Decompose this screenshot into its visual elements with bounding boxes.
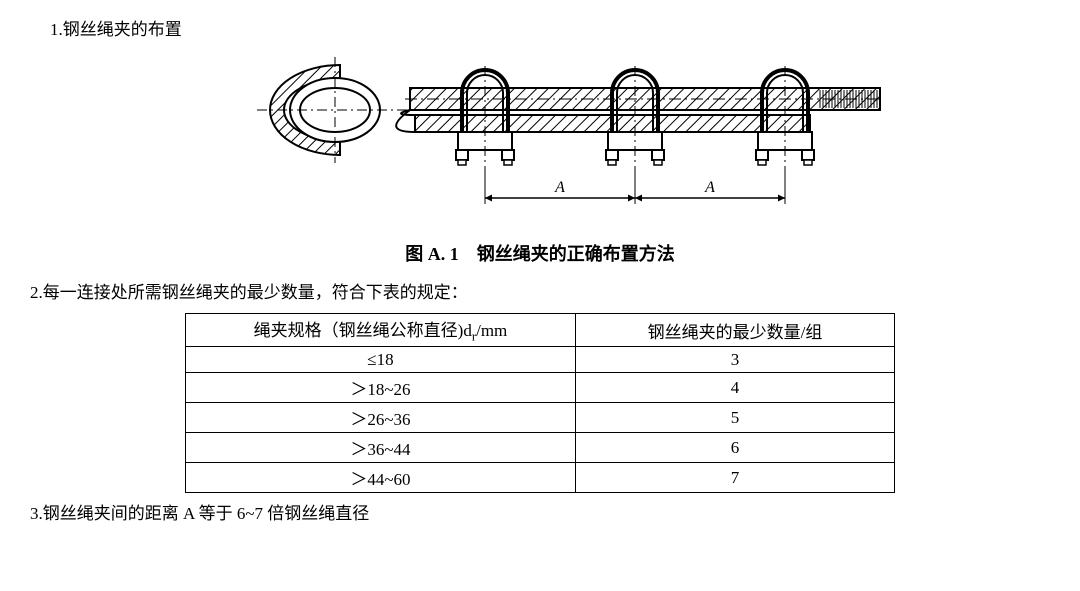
cell-qty: 7: [575, 463, 894, 493]
cell-spec: ＞44~60: [186, 463, 576, 493]
section-2-heading: 2.每一连接处所需钢丝绳夹的最少数量，符合下表的规定：: [30, 278, 1050, 303]
cell-qty: 3: [575, 347, 894, 373]
cell-spec: ≤18: [186, 347, 576, 373]
cell-spec: ＞18~26: [186, 373, 576, 403]
table-header-qty: 钢丝绳夹的最少数量/组: [575, 314, 894, 347]
cell-spec: ＞26~36: [186, 403, 576, 433]
section-3-heading: 3.钢丝绳夹间的距离 A 等于 6~7 倍钢丝绳直径: [30, 499, 1050, 524]
cell-spec: ＞36~44: [186, 433, 576, 463]
clip-quantity-table: 绳夹规格（钢丝绳公称直径)dr/mm 钢丝绳夹的最少数量/组 ≤183＞18~2…: [185, 313, 895, 493]
cell-qty: 5: [575, 403, 894, 433]
cell-qty: 4: [575, 373, 894, 403]
table-header-row: 绳夹规格（钢丝绳公称直径)dr/mm 钢丝绳夹的最少数量/组: [186, 314, 895, 347]
wire-rope-clip-diagram: AA: [190, 50, 890, 230]
section-1-heading: 1.钢丝绳夹的布置: [50, 15, 1050, 40]
table-row: ＞18~264: [186, 373, 895, 403]
dimension-label: A: [704, 179, 715, 196]
figure-caption: 图 A. 1 钢丝绳夹的正确布置方法: [30, 240, 1050, 266]
cell-qty: 6: [575, 433, 894, 463]
dimension-label: A: [554, 179, 565, 196]
figure-caption-text: 钢丝绳夹的正确布置方法: [477, 244, 675, 264]
figure-container: AA 图 A. 1 钢丝绳夹的正确布置方法: [30, 50, 1050, 266]
table-row: ＞36~446: [186, 433, 895, 463]
table-header-spec: 绳夹规格（钢丝绳公称直径)dr/mm: [186, 314, 576, 347]
table-row: ＞44~607: [186, 463, 895, 493]
figure-caption-number: 图 A. 1: [405, 244, 459, 264]
table-row: ＞26~365: [186, 403, 895, 433]
table-row: ≤183: [186, 347, 895, 373]
